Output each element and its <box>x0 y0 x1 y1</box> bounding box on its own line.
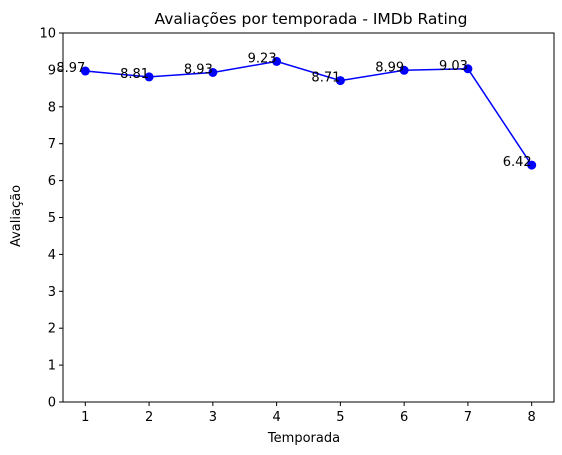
data-point <box>527 160 537 170</box>
y-tick-label: 2 <box>48 322 56 337</box>
x-tick-label: 7 <box>464 410 472 425</box>
y-tick-label: 4 <box>48 248 56 263</box>
y-tick-label: 7 <box>48 137 56 152</box>
y-tick-label: 9 <box>48 63 56 78</box>
y-tick-label: 0 <box>48 396 56 411</box>
series-line <box>85 60 533 166</box>
data-point <box>208 67 218 77</box>
chart-title: Avaliações por temporada - IMDb Rating <box>155 10 468 28</box>
data-label: 9.23 <box>248 51 277 66</box>
y-tick-label: 1 <box>48 359 56 374</box>
y-tick-label: 5 <box>48 211 56 226</box>
data-label: 8.99 <box>375 60 404 75</box>
data-point <box>399 65 409 75</box>
x-axis-title: Temporada <box>267 431 340 446</box>
data-point <box>335 76 345 86</box>
y-tick-label: 10 <box>39 27 56 42</box>
x-tick-label: 4 <box>272 410 280 425</box>
x-tick-label: 6 <box>400 410 408 425</box>
plot-area: 0 1 2 3 4 5 6 7 8 9 10 1 2 3 4 5 6 7 8 8.97 8.81 8.93 9.23 8.71… <box>39 27 555 425</box>
data-label: 8.71 <box>311 71 340 86</box>
y-tick-label: 6 <box>48 174 56 189</box>
x-tick-label: 3 <box>209 410 217 425</box>
data-point <box>80 66 90 76</box>
x-tick-label: 5 <box>336 410 344 425</box>
data-label: 6.42 <box>503 155 532 170</box>
y-axis-title: Avaliação <box>9 185 24 247</box>
x-tick-label: 2 <box>145 410 153 425</box>
x-tick-label: 8 <box>528 410 536 425</box>
data-point <box>463 64 473 74</box>
data-label: 8.97 <box>56 61 85 76</box>
data-label: 8.81 <box>120 67 149 82</box>
data-label: 8.93 <box>184 62 213 77</box>
x-tick-label: 1 <box>81 410 89 425</box>
data-point <box>272 56 282 66</box>
data-label: 9.03 <box>439 59 468 74</box>
data-point <box>144 72 154 82</box>
y-tick-label: 8 <box>48 100 56 115</box>
y-tick-label: 3 <box>48 285 56 300</box>
